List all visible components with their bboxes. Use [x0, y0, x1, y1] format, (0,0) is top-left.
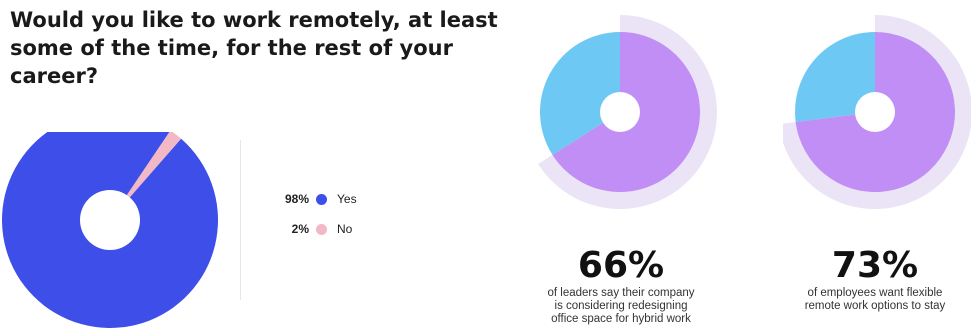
legend-swatch	[316, 193, 327, 205]
caption-line: of employees want flexible	[807, 287, 943, 299]
employees-donut-chart	[783, 15, 971, 209]
question-line: some of the time, for the rest of your c…	[10, 36, 453, 88]
legend-percent: 2%	[291, 222, 309, 236]
legend-percent: 98%	[284, 192, 309, 206]
legend-swatch	[316, 223, 327, 235]
caption-line: office space for hybrid work	[551, 313, 691, 325]
legend-label: Yes	[337, 192, 357, 206]
leaders-donut-chart	[538, 15, 717, 209]
employees-stat: 73% of employees want flexible remote wo…	[770, 246, 971, 313]
caption-line: of leaders say their company	[547, 287, 695, 299]
stat-value: 66%	[577, 245, 665, 286]
donut-hole	[600, 92, 640, 132]
caption-line: is considering redesigning	[554, 300, 688, 312]
chart-legend: 98% Yes 2% No	[271, 190, 357, 250]
divider	[240, 140, 241, 300]
donut-hole	[80, 190, 140, 250]
question-line: Would you like to work remotely, at leas…	[10, 8, 498, 32]
legend-item-yes: 98% Yes	[271, 190, 357, 208]
slice-rest	[795, 32, 875, 123]
leaders-stat: 66% of leaders say their company is cons…	[508, 246, 734, 326]
yes-no-donut-chart	[1, 132, 218, 328]
stat-value: 73%	[831, 245, 919, 286]
slice-rest	[540, 32, 620, 155]
donut-hole	[855, 92, 895, 132]
legend-item-no: 2% No	[271, 220, 357, 238]
caption-line: remote work options to stay	[804, 300, 946, 312]
stat-caption: of employees want flexible remote work o…	[770, 287, 971, 313]
legend-label: No	[337, 222, 353, 236]
stat-caption: of leaders say their company is consider…	[508, 287, 734, 326]
survey-question: Would you like to work remotely, at leas…	[10, 6, 530, 90]
